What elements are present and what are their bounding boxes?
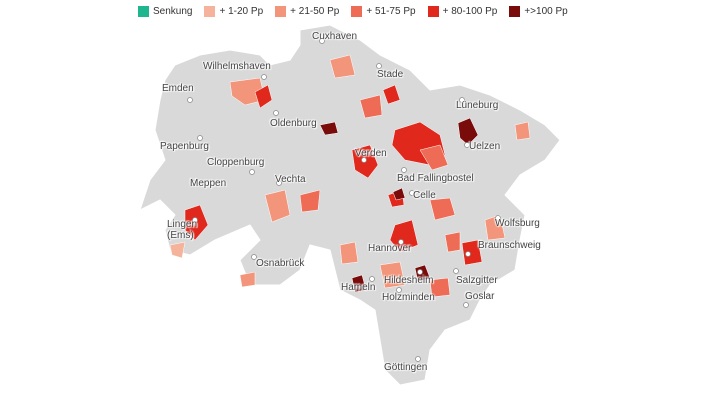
city-label: Papenburg bbox=[160, 141, 209, 152]
city-dot bbox=[401, 167, 407, 173]
city-label: Hildesheim bbox=[384, 275, 434, 286]
city-dot bbox=[464, 142, 470, 148]
city-dot bbox=[376, 63, 382, 69]
district bbox=[444, 231, 461, 253]
city-dot bbox=[465, 251, 471, 257]
district bbox=[254, 84, 273, 109]
district bbox=[484, 214, 506, 241]
city-dot bbox=[495, 215, 501, 221]
city-label: Braunschweig bbox=[478, 240, 541, 251]
legend: Senkung + 1-20 Pp + 21-50 Pp + 51-75 Pp + 80… bbox=[138, 6, 568, 17]
city-label: Celle bbox=[413, 190, 436, 201]
state-outline bbox=[139, 24, 561, 386]
district bbox=[184, 204, 209, 241]
city-label: Lüneburg bbox=[456, 100, 499, 111]
city-dot bbox=[273, 110, 279, 116]
district bbox=[461, 239, 483, 266]
city-label: Wolfsburg bbox=[495, 218, 540, 229]
city-dot bbox=[417, 269, 423, 275]
city-dot bbox=[249, 169, 255, 175]
city-dot bbox=[261, 74, 267, 80]
city-label: Salzgitter bbox=[456, 275, 498, 286]
legend-swatch bbox=[275, 6, 287, 17]
city-label: Stade bbox=[377, 69, 404, 80]
district bbox=[329, 54, 356, 79]
city-dot bbox=[192, 217, 198, 223]
city-dot bbox=[459, 97, 465, 103]
city-dot bbox=[361, 157, 367, 163]
district bbox=[514, 121, 531, 141]
city-dot bbox=[251, 254, 257, 260]
city-label: Goslar bbox=[465, 291, 495, 302]
legend-label: + 1-20 Pp bbox=[219, 6, 264, 17]
district bbox=[229, 77, 266, 106]
city-label: Bad Fallingbostel bbox=[397, 173, 474, 184]
district bbox=[239, 271, 256, 288]
district bbox=[351, 274, 367, 293]
city-label: Emden bbox=[162, 83, 194, 94]
district bbox=[339, 241, 359, 265]
district bbox=[392, 187, 406, 201]
city-dot bbox=[319, 38, 325, 44]
district bbox=[429, 197, 456, 221]
legend-label: + 51-75 Pp bbox=[366, 6, 416, 17]
legend-item: + 1-20 Pp bbox=[204, 6, 263, 17]
city-dot bbox=[396, 287, 402, 293]
district bbox=[169, 241, 186, 259]
city-label: Hameln bbox=[341, 282, 376, 293]
district bbox=[319, 121, 339, 136]
district bbox=[382, 84, 401, 105]
city-label: Verden bbox=[355, 148, 387, 159]
city-label: Osnabrück bbox=[256, 258, 305, 269]
city-label: Göttingen bbox=[384, 362, 428, 373]
legend-swatch bbox=[138, 6, 149, 17]
legend-swatch bbox=[427, 6, 439, 17]
district bbox=[414, 264, 431, 283]
city-label: Uelzen bbox=[469, 141, 501, 152]
legend-label: Senkung bbox=[153, 6, 193, 17]
city-dot bbox=[463, 302, 469, 308]
district bbox=[429, 277, 451, 298]
legend-swatch bbox=[351, 6, 363, 17]
legend-item: Senkung bbox=[138, 6, 192, 17]
city-dot bbox=[415, 356, 421, 362]
city-label: Meppen bbox=[190, 178, 227, 189]
city-dot bbox=[190, 180, 196, 186]
city-dots bbox=[187, 38, 501, 362]
legend-swatch bbox=[204, 6, 216, 17]
legend-label: + 21-50 Pp bbox=[290, 6, 340, 17]
city-dot bbox=[369, 276, 375, 282]
city-dot bbox=[398, 239, 404, 245]
city-dot bbox=[453, 268, 459, 274]
legend-item: + 21-50 Pp bbox=[275, 6, 339, 17]
legend-item: + 80-100 Pp bbox=[427, 6, 498, 17]
district bbox=[389, 219, 419, 253]
city-label: Cloppenburg bbox=[207, 157, 265, 168]
city-dot bbox=[197, 135, 203, 141]
city-label: Hannover bbox=[368, 243, 412, 254]
city-label: Lingen (Ems) bbox=[167, 219, 198, 241]
legend-item: +>100 Pp bbox=[509, 6, 568, 17]
city-dot bbox=[409, 190, 415, 196]
district bbox=[359, 94, 383, 119]
city-label: Oldenburg bbox=[270, 118, 317, 129]
district bbox=[457, 117, 479, 146]
legend-item: + 51-75 Pp bbox=[351, 6, 416, 17]
district bbox=[379, 261, 406, 289]
legend-label: +>100 Pp bbox=[524, 6, 568, 17]
district bbox=[264, 189, 291, 223]
city-dot bbox=[276, 180, 282, 186]
city-label: Cuxhaven bbox=[312, 31, 358, 42]
legend-swatch bbox=[509, 6, 521, 17]
city-label: Wilhelmshaven bbox=[203, 61, 271, 72]
city-label: Holzminden bbox=[382, 292, 435, 303]
legend-label: + 80-100 Pp bbox=[442, 6, 498, 17]
city-label: Vechta bbox=[275, 174, 306, 185]
district bbox=[299, 189, 321, 213]
district bbox=[419, 144, 449, 171]
city-dot bbox=[187, 97, 193, 103]
